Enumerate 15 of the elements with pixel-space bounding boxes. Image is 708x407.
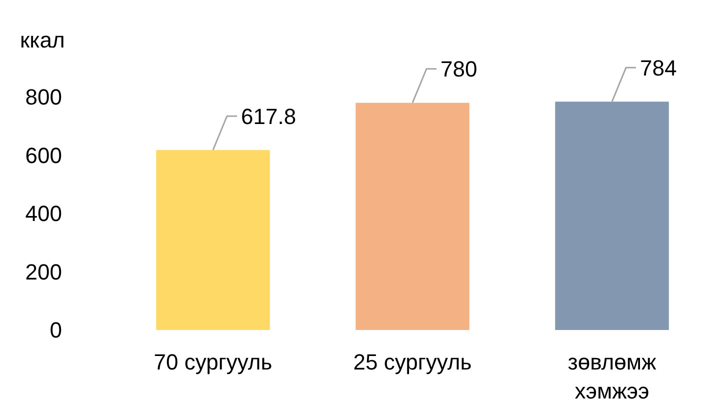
data-label: 617.8 <box>241 104 296 129</box>
y-tick-label: 200 <box>25 259 62 284</box>
y-tick-label: 600 <box>25 142 62 168</box>
data-label: 784 <box>640 55 677 80</box>
y-axis-title: ккал <box>20 28 65 53</box>
data-label: 780 <box>440 56 478 82</box>
bar <box>356 102 470 330</box>
x-tick-label: 25 сургууль <box>353 350 472 375</box>
y-tick-label: 0 <box>50 318 62 343</box>
y-tick-label: 400 <box>25 201 62 226</box>
x-tick-label: зөвлөмж хэмжээ <box>568 350 656 404</box>
y-tick-label: 800 <box>25 84 62 110</box>
bar <box>555 102 669 330</box>
x-tick-label: 70 сургууль <box>154 350 272 375</box>
bar <box>156 150 270 330</box>
